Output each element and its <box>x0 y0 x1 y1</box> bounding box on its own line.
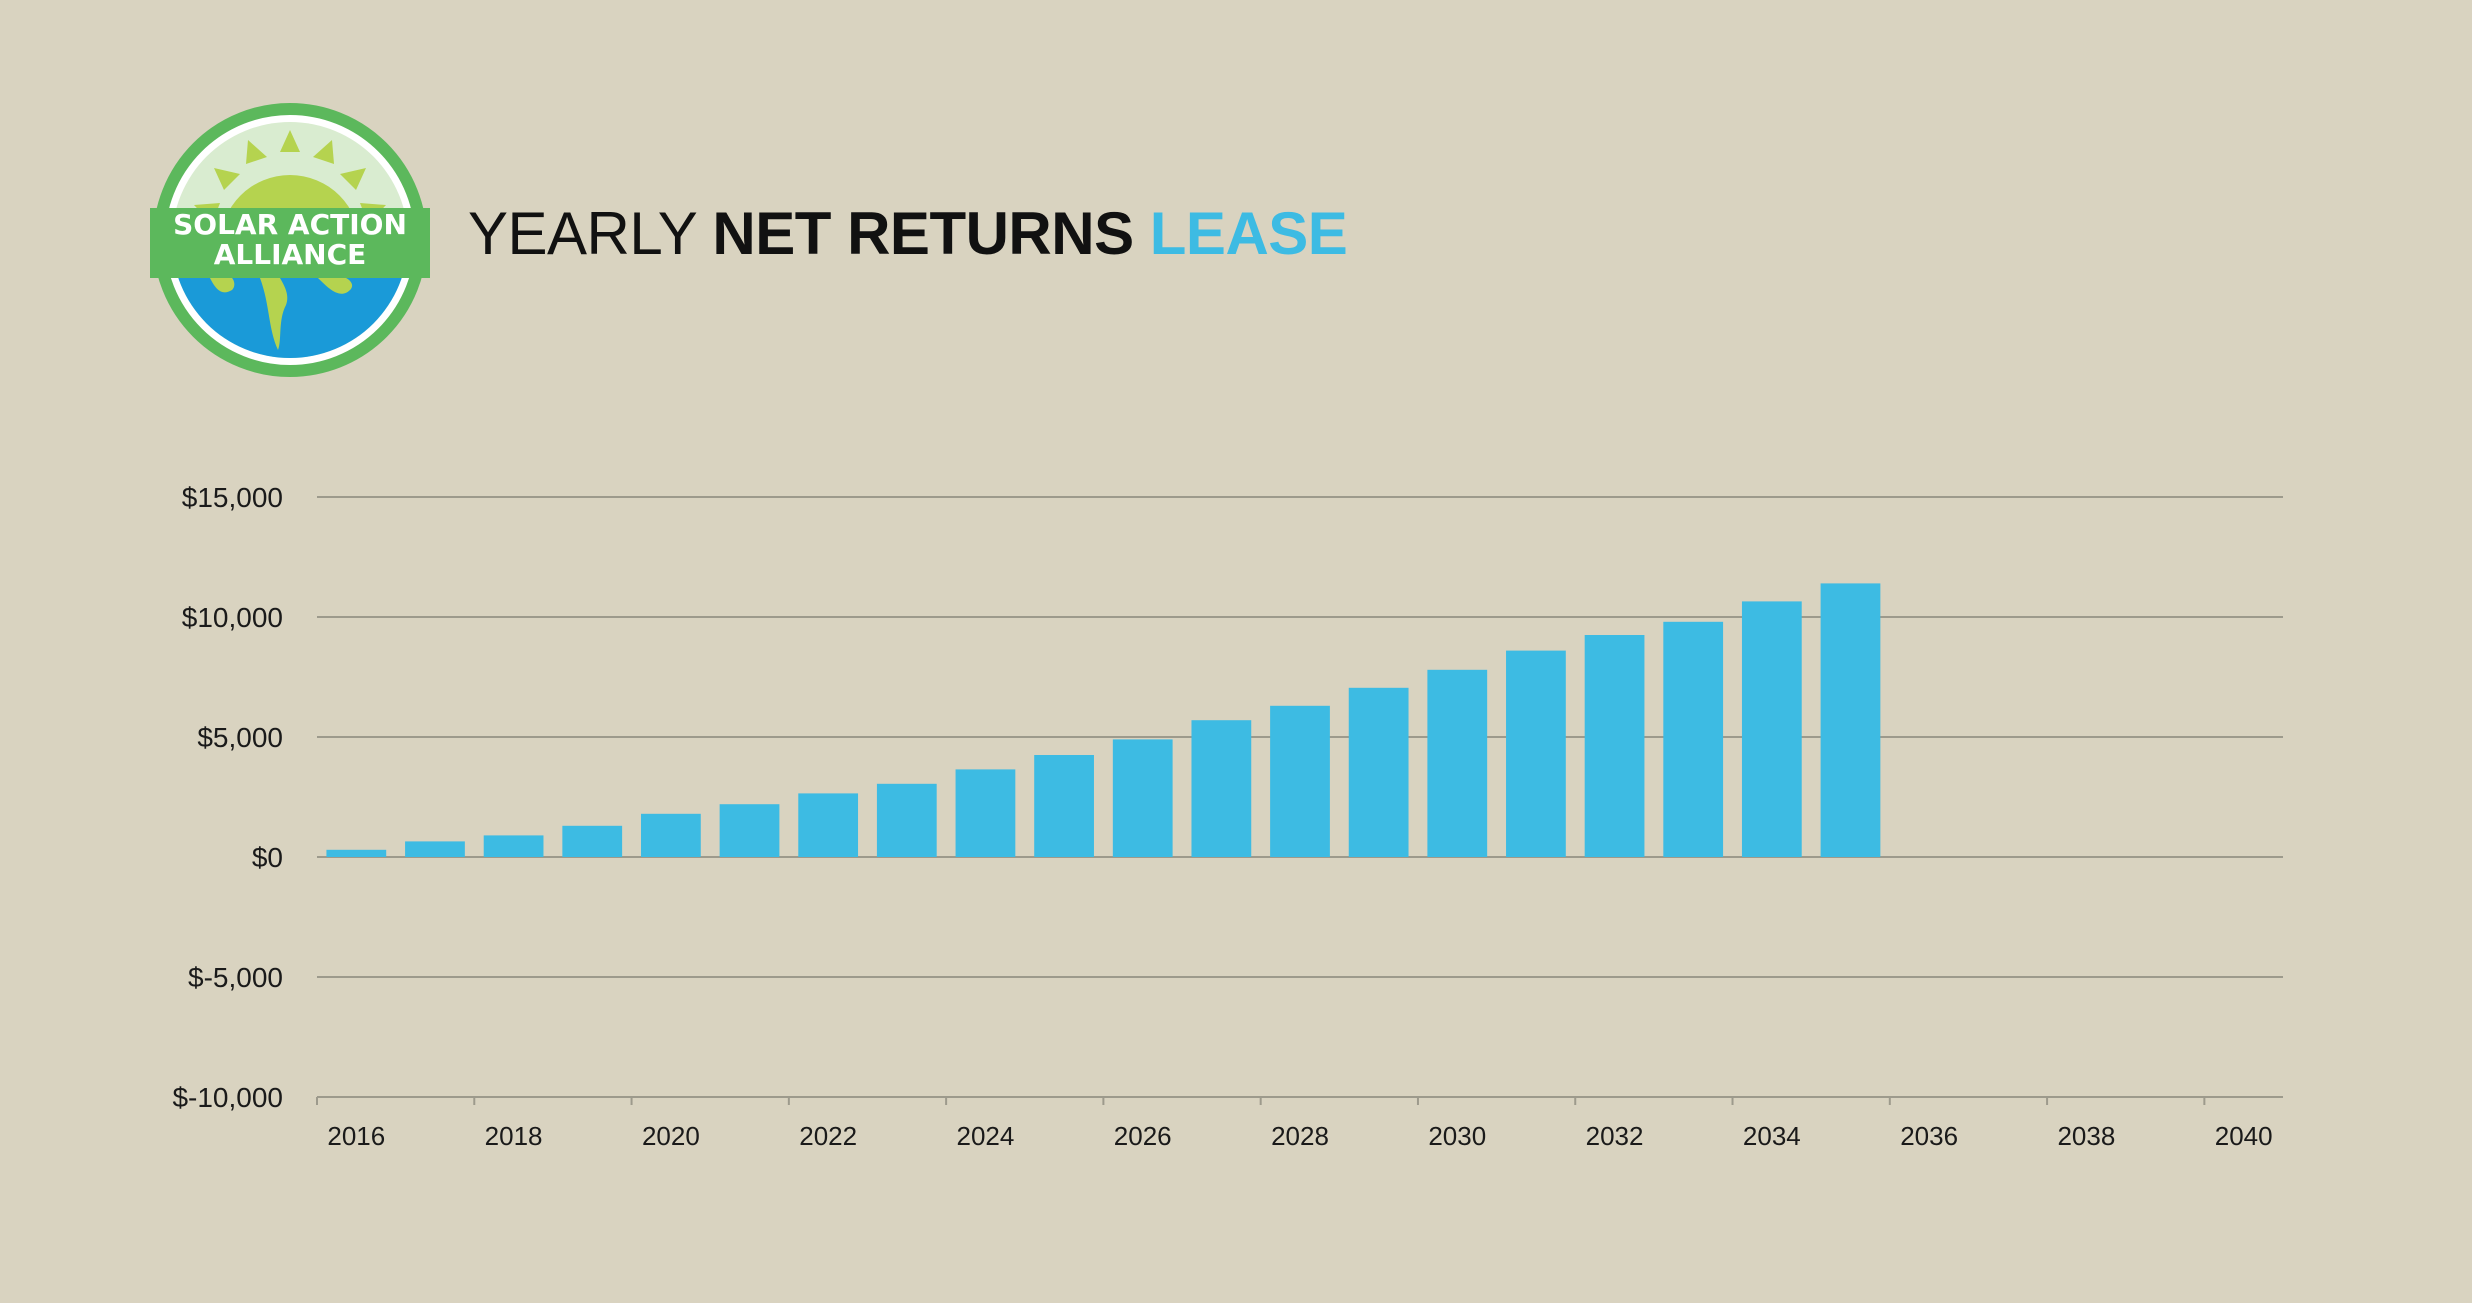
y-tick-label: $5,000 <box>197 722 283 753</box>
x-tick-label: 2028 <box>1271 1121 1329 1151</box>
bar <box>1191 720 1252 857</box>
chart-title: YEARLY NET RETURNS LEASE <box>468 194 1348 274</box>
y-tick-label: $10,000 <box>182 602 283 633</box>
bar <box>1112 739 1173 857</box>
x-tick-label: 2022 <box>799 1121 857 1151</box>
x-tick-label: 2018 <box>485 1121 543 1151</box>
x-tick-label: 2020 <box>642 1121 700 1151</box>
title-part-yearly: YEARLY <box>468 200 697 267</box>
x-tick-label: 2040 <box>2215 1121 2273 1151</box>
x-tick-label: 2026 <box>1114 1121 1172 1151</box>
x-tick-label: 2030 <box>1428 1121 1486 1151</box>
bar <box>955 769 1016 857</box>
title-part-lease: LEASE <box>1149 200 1348 267</box>
y-tick-label: $-5,000 <box>188 962 283 993</box>
bar <box>640 813 701 857</box>
logo-text: SOLAR ACTION ALLIANCE <box>150 210 430 270</box>
bar <box>1820 583 1881 857</box>
logo-text-line2: ALLIANCE <box>213 238 367 271</box>
title-part-net-returns: NET RETURNS <box>712 200 1134 267</box>
x-tick-label: 2034 <box>1743 1121 1801 1151</box>
bar <box>1270 705 1330 857</box>
bar <box>719 804 780 857</box>
bar <box>798 793 859 857</box>
bar <box>326 849 387 857</box>
bar <box>405 841 465 857</box>
solar-action-alliance-logo <box>150 103 430 377</box>
y-tick-label: $15,000 <box>182 482 283 513</box>
x-tick-label: 2024 <box>957 1121 1015 1151</box>
bar <box>1427 669 1488 857</box>
bar <box>1506 650 1566 857</box>
bar <box>1034 755 1094 857</box>
bar <box>562 825 623 857</box>
bar <box>483 835 544 857</box>
x-tick-label: 2016 <box>327 1121 385 1151</box>
y-tick-label: $-10,000 <box>172 1082 283 1113</box>
bar <box>1663 621 1724 857</box>
bar <box>1348 687 1409 857</box>
bar <box>1741 601 1802 857</box>
x-tick-label: 2032 <box>1586 1121 1644 1151</box>
x-tick-label: 2036 <box>1900 1121 1958 1151</box>
y-tick-label: $0 <box>252 842 283 873</box>
bar <box>1584 635 1645 857</box>
logo-text-line1: SOLAR ACTION <box>173 208 407 241</box>
x-tick-label: 2038 <box>2057 1121 2115 1151</box>
bar <box>876 783 937 857</box>
